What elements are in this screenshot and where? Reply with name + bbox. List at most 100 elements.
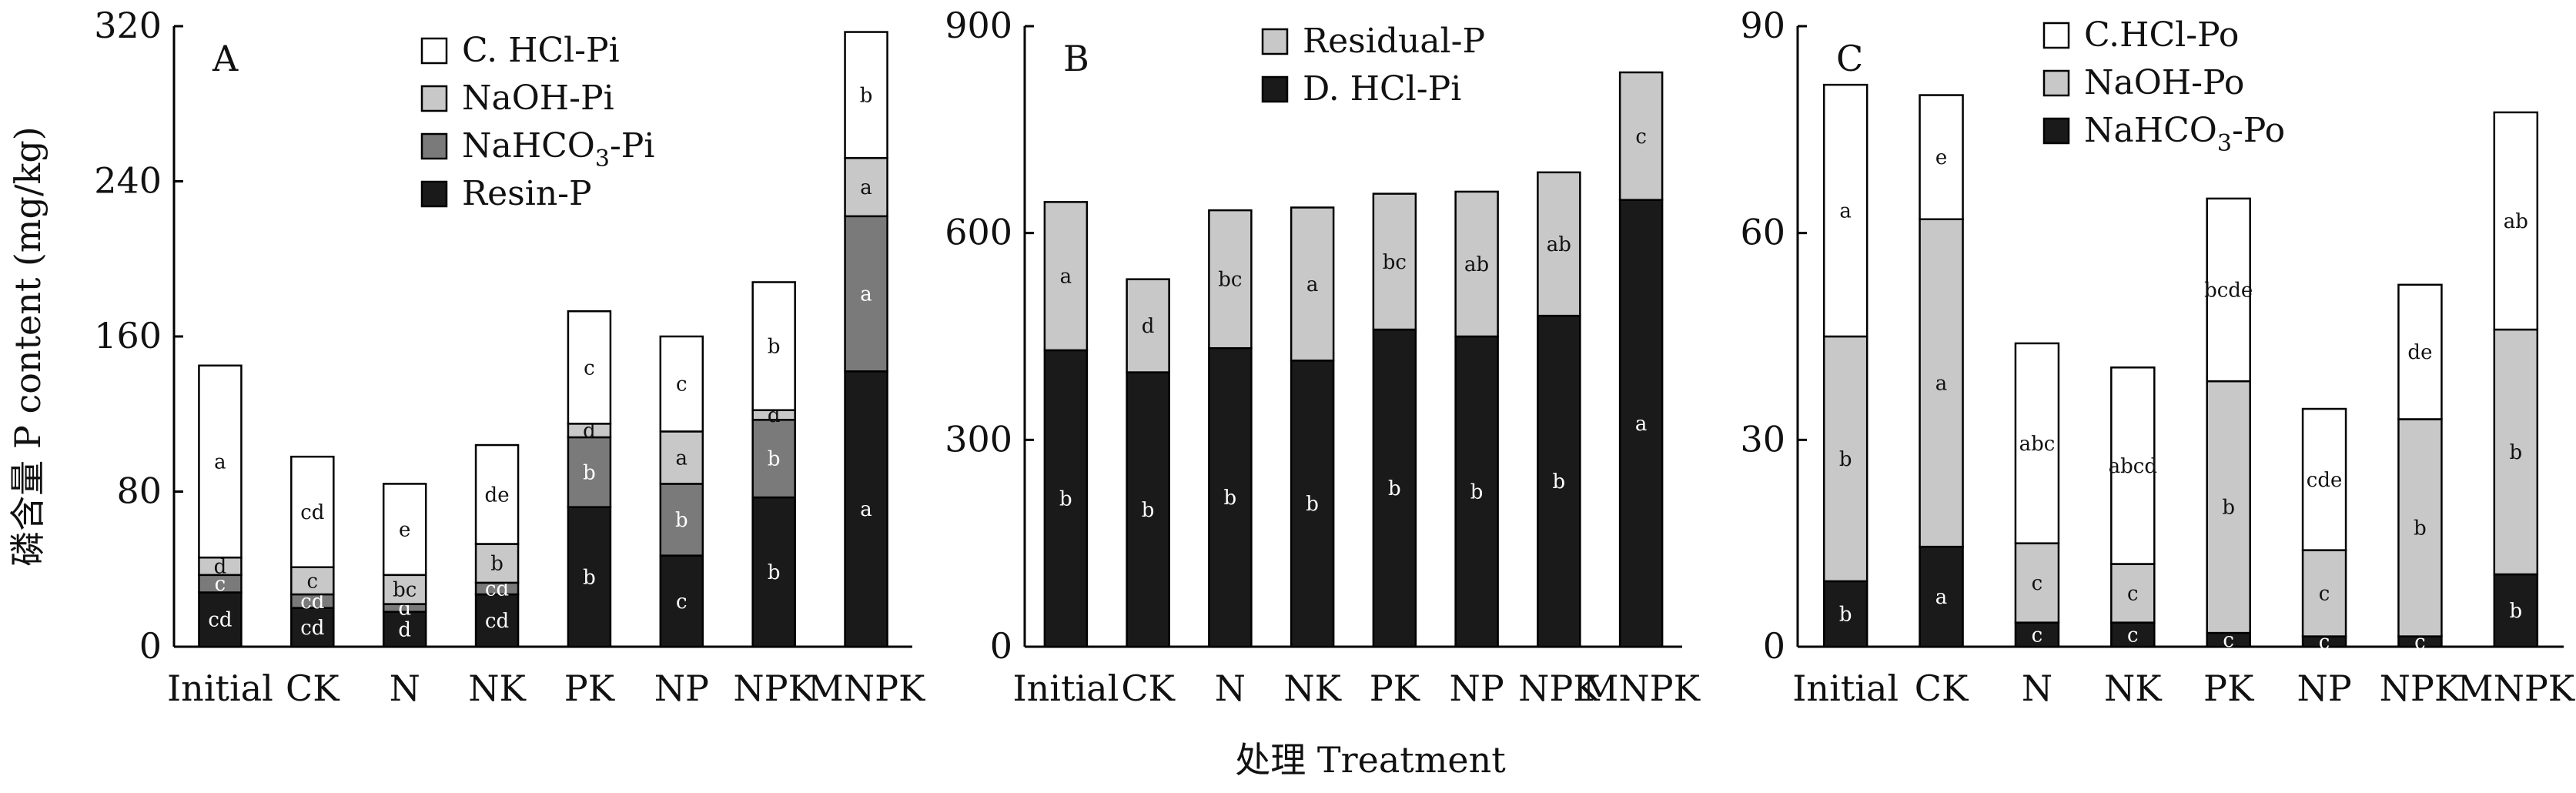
- bar-segment: [1208, 209, 1253, 350]
- significance-label: ab: [1547, 233, 1571, 256]
- panel-label: B: [1063, 38, 1089, 79]
- significance-label: a: [1839, 200, 1852, 223]
- significance-label: abcd: [2109, 455, 2157, 478]
- y-tick-label: 900: [945, 5, 1012, 46]
- bar-segment: [2397, 283, 2443, 420]
- bar-segment: [2110, 563, 2156, 624]
- significance-label: cde: [2307, 469, 2343, 492]
- significance-label: de: [485, 483, 510, 507]
- significance-label: c: [2032, 624, 2043, 647]
- bar-segment: [1208, 346, 1253, 648]
- bar-segment: [2493, 573, 2539, 648]
- x-tick-label: Initial: [167, 668, 273, 709]
- legend-subscript: 3: [2217, 130, 2232, 157]
- bar-segment: [1618, 71, 1664, 201]
- bar-segment: [2397, 418, 2443, 637]
- legend-swatch: [1261, 75, 1289, 103]
- bar-segment: [1822, 335, 1868, 583]
- significance-label: c: [676, 591, 687, 614]
- significance-label: ab: [2504, 210, 2528, 233]
- bar-segment: [474, 443, 520, 545]
- bar-segment: [2206, 380, 2251, 634]
- bar-segment: [844, 215, 888, 373]
- significance-label: c: [2127, 583, 2139, 606]
- legend-swatch: [2042, 69, 2070, 97]
- significance-label: b: [768, 561, 781, 584]
- bar-segment: [2110, 621, 2156, 648]
- significance-label: c: [676, 373, 687, 396]
- bar-segment: [1043, 201, 1089, 352]
- bar-segment: [844, 370, 888, 648]
- significance-label: b: [583, 566, 596, 589]
- x-tick-label: N: [1215, 668, 1246, 709]
- bar-segment: [290, 455, 335, 568]
- significance-label: c: [2032, 572, 2043, 595]
- bar-segment: [290, 607, 335, 648]
- bar-segment: [567, 436, 612, 508]
- x-tick-label: PK: [564, 668, 616, 709]
- legend-swatch: [420, 132, 448, 160]
- significance-label: bc: [1383, 251, 1407, 274]
- significance-label: b: [768, 448, 781, 471]
- significance-label: a: [1060, 266, 1072, 289]
- significance-label: b: [2509, 441, 2522, 464]
- legend-entry: C.HCl-Po: [2084, 15, 2239, 55]
- y-tick-label: 300: [945, 418, 1012, 460]
- bar-segment: [751, 281, 796, 411]
- legend-entry: Residual-P: [1303, 22, 1485, 61]
- legend-suffix: -Po: [2232, 111, 2285, 150]
- x-tick-label: NK: [1283, 668, 1342, 709]
- significance-label: d: [583, 420, 596, 443]
- y-tick-label: 80: [116, 470, 162, 512]
- legend-swatch: [420, 37, 448, 65]
- significance-label: b: [1224, 487, 1237, 510]
- bar-segment: [1454, 190, 1499, 338]
- bar-segment: [2014, 542, 2060, 624]
- significance-label: c: [2223, 629, 2234, 652]
- y-tick-label: 600: [945, 212, 1012, 253]
- bar-segment: [382, 483, 427, 577]
- legend-entry: Resin-P: [462, 174, 592, 213]
- significance-label: b: [860, 84, 873, 107]
- significance-label: b: [1059, 487, 1072, 510]
- significance-label: e: [399, 519, 410, 542]
- significance-label: cd: [208, 609, 232, 632]
- bar-segment: [659, 335, 704, 433]
- x-tick-label: N: [2022, 668, 2052, 709]
- legend-entry: NaHCO3-Po: [2084, 111, 2285, 157]
- significance-label: a: [1306, 273, 1319, 296]
- significance-label: b: [1553, 470, 1566, 494]
- bar-segment: [567, 310, 612, 425]
- legend-suffix: -Pi: [610, 126, 655, 166]
- significance-label: b: [2222, 497, 2235, 520]
- significance-label: bcde: [2204, 279, 2253, 303]
- significance-label: abc: [2019, 433, 2056, 456]
- significance-label: cd: [485, 610, 509, 633]
- bar-segment: [474, 593, 520, 648]
- bar-segment: [1822, 83, 1868, 338]
- significance-label: bc: [393, 579, 417, 602]
- significance-label: ab: [1464, 253, 1489, 276]
- bar-segment: [2206, 197, 2251, 383]
- x-tick-label: MNPK: [1582, 668, 1701, 709]
- significance-label: c: [2319, 583, 2330, 606]
- x-tick-label: NP: [2297, 668, 2351, 709]
- significance-label: b: [1142, 499, 1155, 522]
- significance-label: c: [307, 570, 319, 593]
- panel-label: A: [212, 38, 239, 79]
- bar-segment: [1290, 360, 1335, 648]
- significance-label: b: [1839, 603, 1852, 626]
- bar-segment: [1537, 314, 1581, 648]
- significance-label: bc: [1218, 269, 1242, 292]
- legend-swatch: [420, 85, 448, 112]
- x-tick-label: Initial: [1012, 668, 1119, 709]
- bar-segment: [751, 419, 796, 499]
- bar-segment: [567, 506, 612, 648]
- significance-label: a: [1935, 372, 1948, 395]
- significance-label: a: [860, 176, 872, 199]
- chart-panels: 080160240320cdcdaInitialcdcdccdCKddbceNc…: [94, 5, 2576, 709]
- legend-entry: C. HCl-Pi: [462, 31, 620, 70]
- panel-label: C: [1836, 38, 1863, 79]
- x-tick-label: MNPK: [2457, 668, 2575, 709]
- x-tick-label: NPK: [733, 668, 815, 709]
